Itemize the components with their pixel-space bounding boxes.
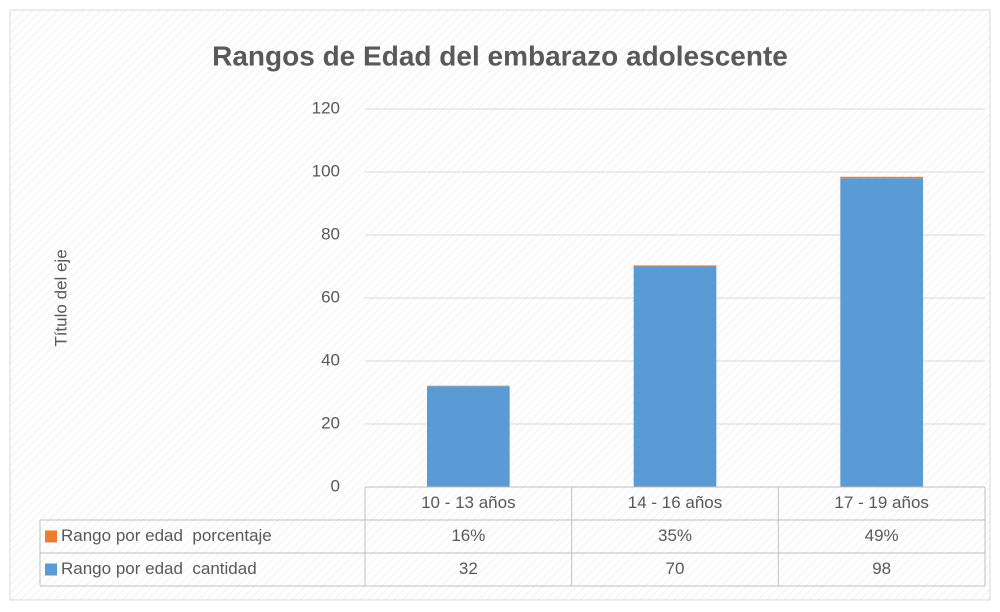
table-cell: 32 [459,559,478,578]
y-tick-label: 100 [312,161,340,180]
bar-segment [427,386,510,487]
y-tick-label: 0 [331,476,340,495]
x-tick-label: 17 - 19 años [834,493,929,512]
y-tick-label: 80 [321,224,340,243]
table-cell: 98 [872,559,891,578]
legend-label: Rango por edad cantidad [61,559,257,578]
table-cell: 16% [451,526,485,545]
bar-segment [633,266,717,487]
legend-key [45,530,57,543]
table-cell: 35% [658,526,692,545]
chart-title: Rangos de Edad del embarazo adolescente [212,40,788,71]
chart-frame [9,9,991,601]
y-axis-title: Título del eje [51,249,70,346]
table-cell: 70 [666,559,685,578]
legend-key [45,563,57,576]
table-cell: 49% [865,526,899,545]
y-tick-label: 60 [321,287,340,306]
bar-segment [427,385,510,387]
y-tick-label: 20 [321,413,340,432]
y-tick-label: 120 [312,98,340,117]
x-tick-label: 10 - 13 años [421,493,516,512]
legend-label: Rango por edad porcentaje [61,526,272,545]
x-tick-label: 14 - 16 años [628,493,723,512]
y-tick-label: 40 [321,350,340,369]
bar-segment [840,178,923,488]
bar-segment [633,265,717,267]
bar-segment [840,176,923,179]
